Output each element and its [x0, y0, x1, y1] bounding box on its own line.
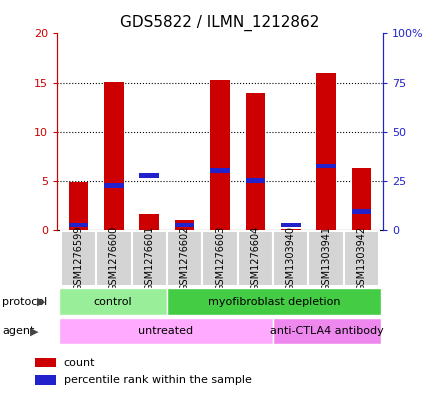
Text: protocol: protocol [2, 297, 48, 307]
Text: anti-CTLA4 antibody: anti-CTLA4 antibody [270, 326, 384, 336]
FancyBboxPatch shape [132, 231, 167, 286]
FancyBboxPatch shape [61, 231, 96, 286]
Bar [175, 220, 194, 230]
FancyBboxPatch shape [167, 288, 381, 315]
Text: count: count [64, 358, 95, 368]
Bar [210, 79, 230, 230]
FancyBboxPatch shape [273, 231, 308, 286]
Text: GSM1303941: GSM1303941 [321, 226, 331, 291]
Bar [281, 222, 301, 228]
Text: GSM1276599: GSM1276599 [73, 226, 84, 291]
Text: control: control [94, 297, 132, 307]
Text: GSM1276600: GSM1276600 [109, 226, 119, 291]
FancyBboxPatch shape [273, 318, 381, 344]
Bar [69, 182, 88, 230]
Text: agent: agent [2, 326, 35, 336]
Text: GSM1303940: GSM1303940 [286, 226, 296, 291]
FancyBboxPatch shape [344, 231, 379, 286]
Bar [352, 209, 371, 214]
Text: GSM1276604: GSM1276604 [250, 226, 260, 291]
Bar [104, 81, 124, 230]
Bar [69, 222, 88, 228]
FancyBboxPatch shape [238, 231, 273, 286]
FancyBboxPatch shape [96, 231, 132, 286]
Text: ▶: ▶ [30, 326, 38, 336]
Text: GSM1276603: GSM1276603 [215, 226, 225, 291]
Bar [352, 168, 371, 230]
Bar [246, 93, 265, 230]
Text: GSM1303942: GSM1303942 [356, 226, 367, 291]
Bar [246, 178, 265, 183]
Bar [104, 183, 124, 188]
Bar [139, 173, 159, 178]
Text: percentile rank within the sample: percentile rank within the sample [64, 375, 252, 386]
FancyBboxPatch shape [59, 318, 273, 344]
Bar [210, 169, 230, 173]
Text: myofibroblast depletion: myofibroblast depletion [208, 297, 340, 307]
Text: ▶: ▶ [37, 297, 46, 307]
Text: untreated: untreated [139, 326, 194, 336]
FancyBboxPatch shape [167, 231, 202, 286]
Bar [316, 163, 336, 169]
Bar [139, 214, 159, 230]
FancyBboxPatch shape [59, 288, 167, 315]
Text: GSM1276601: GSM1276601 [144, 226, 154, 291]
Bar [35, 375, 56, 385]
Bar [175, 222, 194, 228]
FancyBboxPatch shape [202, 231, 238, 286]
Bar [35, 358, 56, 367]
FancyBboxPatch shape [308, 231, 344, 286]
Text: GSM1276602: GSM1276602 [180, 226, 190, 291]
Title: GDS5822 / ILMN_1212862: GDS5822 / ILMN_1212862 [120, 15, 320, 31]
Bar [316, 73, 336, 230]
